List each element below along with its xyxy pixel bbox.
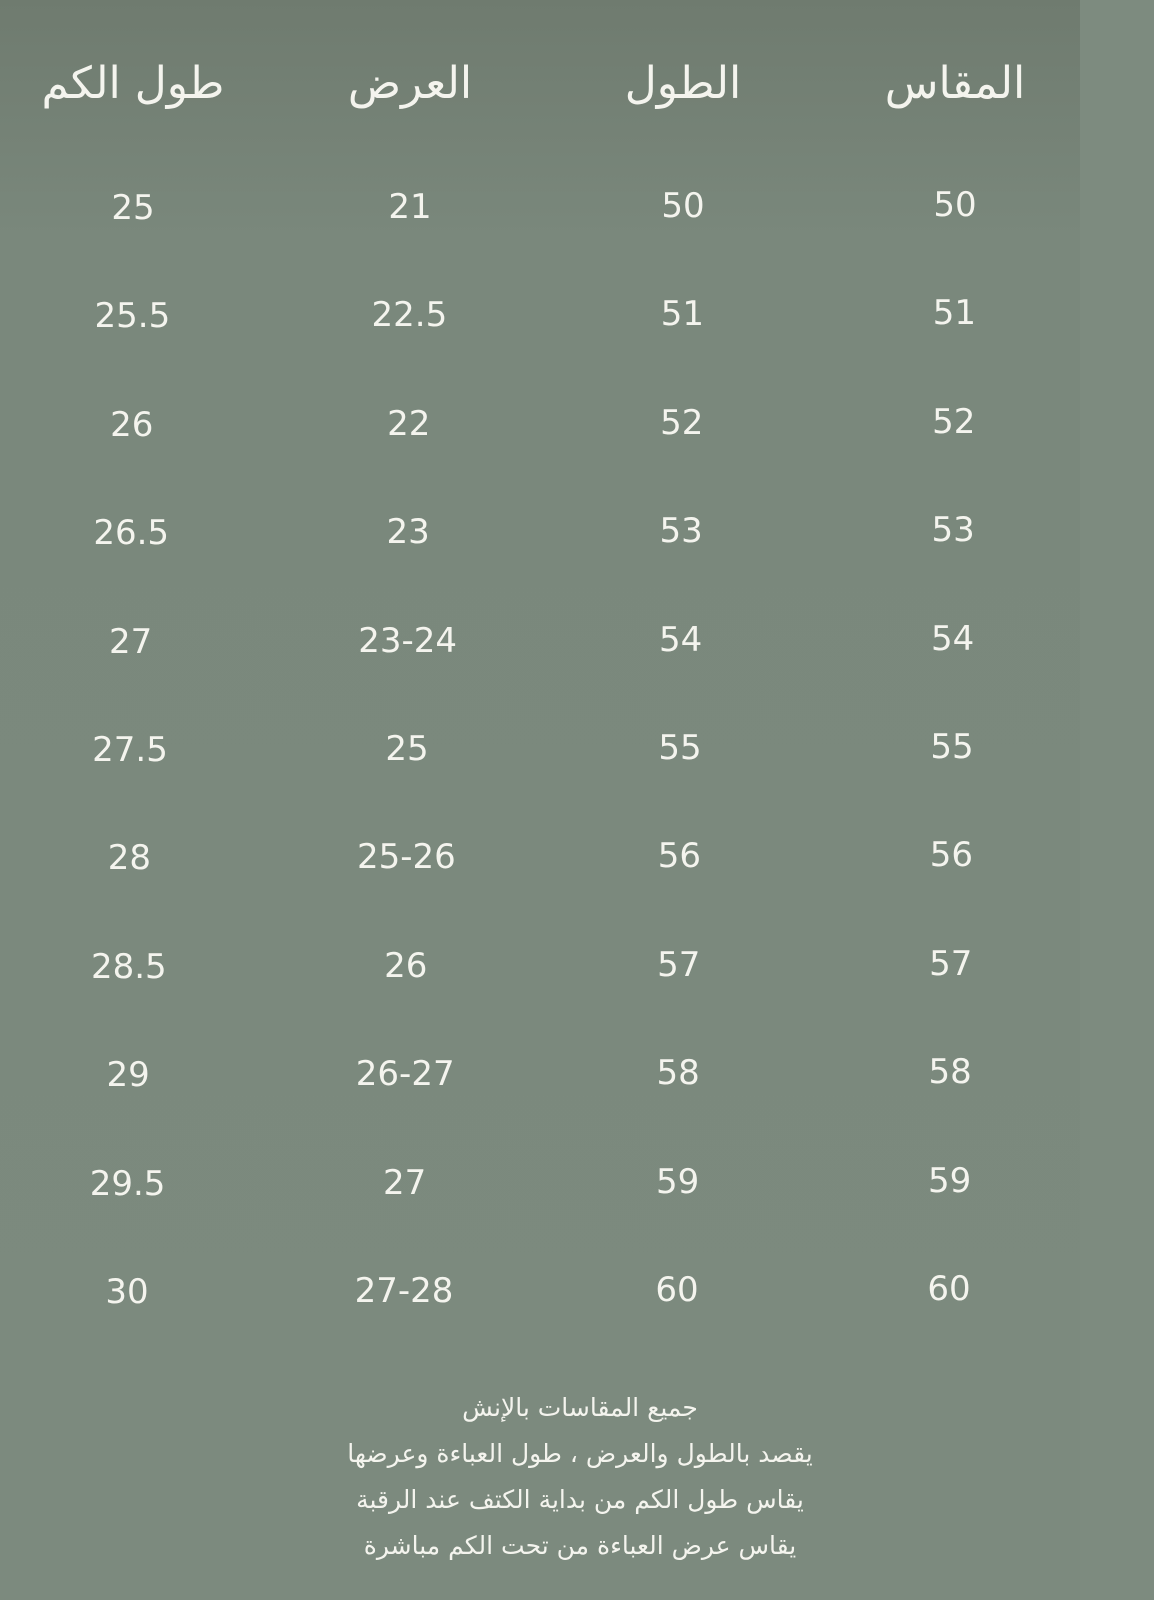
table-cell: 30 [105, 1272, 149, 1312]
table-cell: 52 [932, 401, 976, 442]
table-cell: 26.5 [93, 513, 170, 554]
table-cell: 25 [111, 188, 155, 228]
note-line: جميع المقاسات بالإنش [462, 1393, 698, 1422]
table-cell: 53 [659, 511, 703, 552]
table-cell: 27 [382, 1162, 427, 1203]
table-cell: 25 [385, 729, 429, 769]
table-cell: 56 [657, 836, 702, 877]
size-notes: جميع المقاسات بالإنش يقصد بالطول والعرض ،… [180, 1385, 980, 1569]
table-cell: 21 [388, 187, 432, 227]
table-cell: 29 [106, 1055, 150, 1096]
table-cell: 23 [386, 512, 430, 553]
table-cell: 54 [930, 618, 975, 659]
table-cell: 51 [660, 294, 705, 335]
table-cell: 53 [931, 510, 975, 551]
table-cell: 28.5 [90, 946, 167, 987]
table-cell: 27.5 [92, 730, 168, 770]
table-cell: 51 [932, 293, 977, 334]
table-cell: 25-26 [356, 837, 456, 878]
note-line: يقاس عرض العباءة من تحت الكم مباشرة [363, 1531, 797, 1560]
table-cell: 60 [655, 1270, 699, 1310]
table-cell: 50 [661, 186, 705, 226]
table-cell: 54 [658, 619, 703, 660]
table-cell: 25.5 [94, 296, 171, 337]
table-cell: 55 [658, 728, 702, 768]
column-header: الطول [624, 58, 742, 109]
column-header: طول الكم [41, 58, 225, 109]
table-cell: 26-27 [355, 1054, 455, 1095]
table-cell: 27 [108, 621, 153, 662]
table-cell: 22 [387, 403, 431, 444]
table-cell: 56 [929, 835, 974, 876]
table-cell: 22.5 [371, 295, 448, 336]
table-cell: 58 [928, 1052, 972, 1093]
table-cell: 27-28 [354, 1271, 454, 1311]
table-cell: 29.5 [89, 1163, 166, 1204]
table-cell: 55 [930, 727, 974, 767]
table-cell: 50 [933, 185, 977, 225]
table-cell: 59 [655, 1161, 700, 1202]
table-cell: 57 [929, 943, 973, 984]
column-header: العرض [347, 58, 473, 109]
note-line: يقصد بالطول والعرض ، طول العباءة وعرضها [347, 1439, 813, 1468]
table-cell: 59 [927, 1160, 972, 1201]
table-cell: 28 [107, 838, 152, 879]
table-cell: 58 [656, 1053, 700, 1094]
column-header: المقاس [884, 58, 1026, 109]
table-cell: 52 [660, 402, 704, 443]
table-cell: 57 [657, 944, 701, 985]
table-cell: 26 [110, 404, 154, 445]
table-cell: 26 [384, 945, 428, 986]
note-line: يقاس طول الكم من بداية الكتف عند الرقبة [356, 1485, 804, 1514]
table-cell: 60 [927, 1269, 971, 1309]
table-cell: 23-24 [358, 620, 457, 661]
background-edge [1080, 0, 1154, 1600]
